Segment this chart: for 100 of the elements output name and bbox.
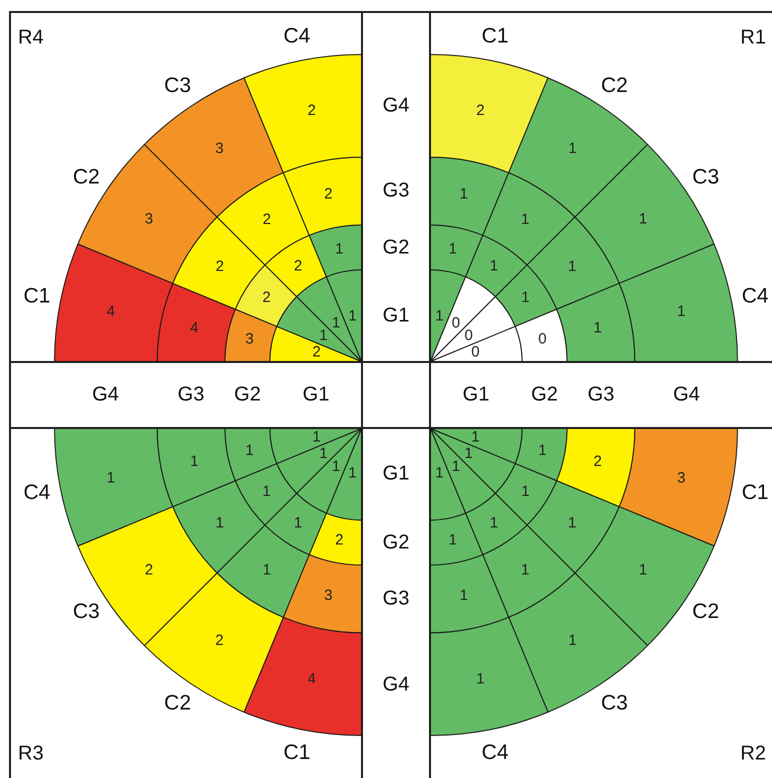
data-label: 1	[448, 532, 457, 549]
data-label: 1	[319, 327, 328, 344]
data-label: 2	[476, 102, 485, 119]
data-label: 2	[216, 258, 224, 275]
data-label: 0	[464, 327, 473, 344]
data-label: 2	[262, 289, 271, 306]
series-label: G2	[382, 236, 410, 259]
data-label: 1	[319, 445, 328, 462]
series-label: G4	[382, 94, 410, 117]
data-label: 1	[294, 514, 302, 532]
data-label: 1	[435, 308, 444, 325]
text: R4	[18, 26, 44, 49]
data-label: 1	[490, 258, 498, 275]
data-label: 3	[245, 330, 254, 348]
data-label: 1	[452, 458, 460, 475]
data-label: 1	[638, 562, 648, 579]
series-label: G2	[234, 384, 261, 406]
category-label: C3	[600, 692, 628, 715]
series-label: G1	[302, 384, 330, 406]
data-label: 3	[215, 140, 224, 158]
data-label: 1	[490, 514, 498, 532]
data-label: 1	[245, 442, 254, 459]
data-label: 2	[312, 344, 321, 361]
data-label: 1	[521, 210, 530, 228]
category-label: C1	[283, 740, 310, 764]
data-label: 1	[312, 428, 321, 446]
data-label: 4	[106, 302, 115, 320]
data-label: 1	[568, 140, 577, 158]
data-label: 1	[521, 561, 530, 578]
data-label: 1	[677, 302, 686, 320]
data-label: 4	[307, 670, 316, 688]
text: R1	[740, 26, 766, 49]
data-label: 3	[144, 210, 154, 228]
data-label: 1	[348, 464, 357, 482]
data-label: 2	[307, 102, 316, 119]
data-label: 0	[538, 330, 547, 348]
series-label: G1	[382, 462, 410, 486]
data-label: 2	[594, 452, 602, 470]
series-label: G1	[382, 304, 410, 328]
data-label: 1	[471, 428, 480, 446]
category-label: C3	[164, 74, 192, 98]
data-label: 1	[521, 483, 530, 500]
series-label: G3	[382, 588, 410, 610]
category-label: C3	[72, 600, 100, 624]
data-label: 2	[335, 532, 344, 549]
category-label: C2	[164, 692, 192, 715]
data-label: 1	[594, 319, 602, 336]
series-label: G4	[382, 673, 410, 696]
data-label: 0	[471, 344, 480, 361]
data-label: 1	[332, 314, 340, 332]
data-label: 2	[262, 210, 271, 228]
data-label: 1	[216, 514, 224, 532]
data-label: 1	[568, 258, 576, 275]
data-label: 1	[348, 308, 357, 325]
data-label: 1	[568, 514, 576, 532]
category-label: C4	[482, 740, 509, 764]
data-label: 1	[464, 445, 473, 462]
data-label: 1	[476, 670, 485, 688]
data-label: 1	[335, 240, 344, 258]
data-label: 1	[106, 470, 115, 487]
data-label: 2	[215, 632, 224, 650]
data-label: 3	[324, 586, 332, 604]
data-label: 2	[294, 258, 302, 275]
series-label: G4	[673, 384, 700, 406]
text: R2	[740, 742, 766, 765]
category-label: C1	[742, 480, 769, 504]
series-label: G3	[588, 384, 614, 406]
category-label: C1	[23, 284, 50, 308]
data-label: 1	[638, 210, 648, 228]
data-label: 3	[677, 470, 686, 487]
data-label: 1	[435, 464, 444, 482]
data-label: 1	[190, 452, 198, 470]
data-label: 0	[452, 314, 460, 332]
data-label: 1	[332, 458, 340, 475]
data-label: 2	[144, 562, 154, 579]
data-label: 1	[538, 442, 547, 459]
category-label: C2	[600, 74, 628, 98]
data-label: 1	[262, 561, 271, 578]
category-label: C2	[72, 165, 100, 188]
series-label: G3	[382, 180, 410, 202]
series-label: G2	[382, 531, 410, 554]
category-label: C2	[692, 600, 720, 624]
data-label: 1	[448, 240, 457, 258]
data-label: 1	[521, 289, 530, 306]
series-label: G1	[462, 384, 490, 406]
data-label: 1	[460, 185, 468, 202]
data-label: 1	[460, 586, 468, 604]
category-label: C4	[283, 24, 311, 48]
series-label: G3	[178, 384, 204, 406]
text: R3	[18, 742, 44, 765]
category-label: C4	[742, 284, 769, 308]
category-label: C1	[482, 24, 509, 48]
category-label: C4	[23, 480, 51, 504]
series-label: G4	[92, 384, 119, 406]
data-label: 4	[190, 319, 198, 336]
data-label: 1	[262, 483, 271, 500]
category-label: C3	[692, 165, 720, 188]
data-label: 2	[324, 185, 332, 202]
data-label: 1	[568, 632, 577, 650]
series-label: G2	[531, 384, 558, 406]
